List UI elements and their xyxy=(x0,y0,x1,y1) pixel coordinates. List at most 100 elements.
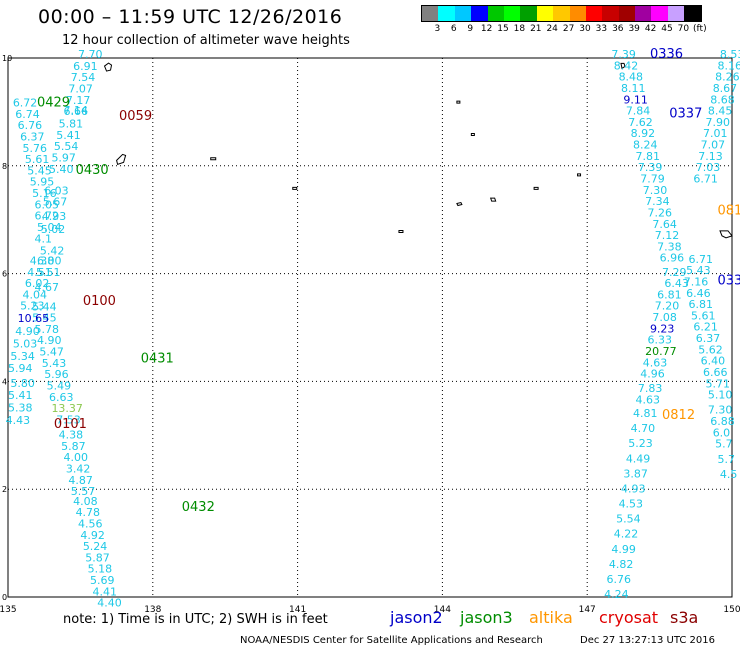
wave-height-value: 7.39 xyxy=(638,161,663,174)
pass-time-label: 0101 xyxy=(54,417,87,432)
wave-height-value: 8.45 xyxy=(708,105,733,118)
legend-label: 39 xyxy=(628,24,640,34)
wave-height-value: 7.20 xyxy=(655,300,680,313)
wave-height-value: 6.05 xyxy=(35,198,60,211)
wave-height-value: 8.16 xyxy=(718,59,740,72)
pass-time-label: 0811 xyxy=(718,203,740,218)
wave-height-value: 8.67 xyxy=(713,82,738,95)
wave-height-value: 4.38 xyxy=(59,429,84,442)
wave-height-value: 7.34 xyxy=(645,195,670,208)
wave-height-value: 5.95 xyxy=(30,176,55,189)
wave-height-value: 4.90 xyxy=(37,334,62,347)
wave-height-value: 4.40 xyxy=(97,597,122,610)
grid-layer: 135 138 141 144 147 150 0 2 4 6 8 10 xyxy=(0,54,740,615)
wave-height-value: 4.96 xyxy=(640,368,665,381)
island-outline xyxy=(116,153,127,166)
pass-time-label: 0432 xyxy=(182,500,215,515)
wave-height-value: 7.07 xyxy=(68,82,93,95)
wave-height-value: 5.7 xyxy=(718,453,736,466)
legend-label: 36 xyxy=(612,24,624,34)
wave-height-value: 4.5 xyxy=(720,468,738,481)
wave-height-value: 6.46 xyxy=(686,287,711,300)
wave-height-value: 5.45 xyxy=(27,164,52,177)
wave-height-value: 7.54 xyxy=(71,71,96,84)
satellite-legend-altika: altika xyxy=(529,608,573,627)
wave-height-value: 5.81 xyxy=(59,118,84,131)
wave-height-value: 5.44 xyxy=(32,300,57,313)
wave-height-value: 5.54 xyxy=(616,513,641,526)
wave-height-value: 6.43 xyxy=(664,277,689,290)
generated-timestamp: Dec 27 13:27:13 UTC 2016 xyxy=(580,635,715,646)
wave-height-value: 4.53 xyxy=(619,498,644,511)
wave-height-value: 6.66 xyxy=(703,366,728,379)
wave-height-color-legend: 3 6 9 12 15 18 21 24 27 30 33 36 39 42 45 70 (ft) xyxy=(421,5,707,34)
pass-time-label: 0429 xyxy=(37,96,70,111)
wave-height-value: 6.02 xyxy=(25,277,50,290)
legend-label: 3 xyxy=(434,24,441,34)
wave-height-value: 7.79 xyxy=(640,173,665,186)
wave-height-value: 4.43 xyxy=(6,414,31,427)
latitude-tick-label: 8 xyxy=(2,162,7,171)
wave-height-value: 5.47 xyxy=(39,346,64,359)
wave-height-value: 5.41 xyxy=(8,389,33,402)
pass-time-label: 0100 xyxy=(83,294,116,309)
wave-height-value: 20.77 xyxy=(645,345,677,358)
wave-height-value: 8.92 xyxy=(631,127,656,140)
longitude-tick-label: 138 xyxy=(144,605,161,615)
wave-height-value: 6.74 xyxy=(15,108,39,121)
legend-label: 70 xyxy=(677,24,690,34)
wave-height-value: 5.40 xyxy=(49,163,74,176)
legend-label: 6 xyxy=(450,24,457,34)
legend-label: 15 xyxy=(497,24,509,34)
land-layer xyxy=(103,62,733,239)
pass-time-label: 033 xyxy=(718,273,740,288)
wave-height-value: 8.68 xyxy=(710,93,735,106)
wave-height-value: 7.07 xyxy=(701,139,726,152)
map-frame xyxy=(7,57,733,598)
satellite-legend-s3a: s3a xyxy=(670,608,699,627)
wave-height-value: 5.94 xyxy=(8,362,33,375)
wave-height-value: 4.82 xyxy=(609,558,634,571)
wave-height-value: 5.45 xyxy=(32,312,57,325)
wave-height-value: 7.39 xyxy=(611,48,636,61)
wave-height-value: 4.67 xyxy=(35,281,60,294)
wave-height-value: 6.81 xyxy=(657,288,682,301)
wave-height-value: 7.62 xyxy=(628,116,653,129)
wave-height-value: 3.87 xyxy=(623,467,648,480)
latitude-tick-label: 10 xyxy=(2,54,12,63)
wave-height-value: 13.37 xyxy=(51,402,83,415)
island-outline xyxy=(103,62,113,72)
wave-height-value: 6.21 xyxy=(693,321,718,334)
wave-height-value: 8.11 xyxy=(621,82,646,95)
wave-height-value: 4.00 xyxy=(64,451,89,464)
island-outline xyxy=(719,230,733,239)
wave-height-value: 7.12 xyxy=(655,229,680,242)
wave-height-value: 6.81 xyxy=(689,298,714,311)
wave-height-value: 8.42 xyxy=(614,59,639,72)
legend-label: 30 xyxy=(579,24,591,34)
wave-height-value: 6.37 xyxy=(696,332,721,345)
legend-swatch xyxy=(635,6,652,21)
map-subtitle: 12 hour collection of altimeter wave hei… xyxy=(62,33,350,48)
wave-height-value: 4.08 xyxy=(73,495,98,508)
wave-height-value: 7.03 xyxy=(696,161,721,174)
wave-height-value: 6.40 xyxy=(701,355,726,368)
wave-height-value: 5.61 xyxy=(25,153,50,166)
legend-labels: 3 6 9 12 15 18 21 24 27 30 33 36 39 42 45 70 (ft) xyxy=(421,22,707,34)
wave-height-value: 7.14 xyxy=(64,104,89,117)
wave-height-value: 8.24 xyxy=(633,139,658,152)
island-outline xyxy=(456,201,463,207)
legend-swatch xyxy=(553,6,570,21)
wave-height-value: 6.63 xyxy=(49,391,74,404)
wave-height-value: 7.53 xyxy=(56,413,80,426)
wave-height-value: 5.80 xyxy=(10,377,35,390)
legend-color-bar xyxy=(421,5,702,22)
island-outline xyxy=(398,229,404,233)
wave-height-value: 7.08 xyxy=(652,311,677,324)
wave-height-value: 7.84 xyxy=(626,105,651,118)
satellite-legend-cryosat: cryosat xyxy=(599,608,659,627)
wave-height-value: 5.43 xyxy=(686,264,711,277)
pass-time-label: 0812 xyxy=(662,408,695,423)
wave-height-value: 6.66 xyxy=(64,105,89,118)
legend-swatch xyxy=(438,6,455,21)
